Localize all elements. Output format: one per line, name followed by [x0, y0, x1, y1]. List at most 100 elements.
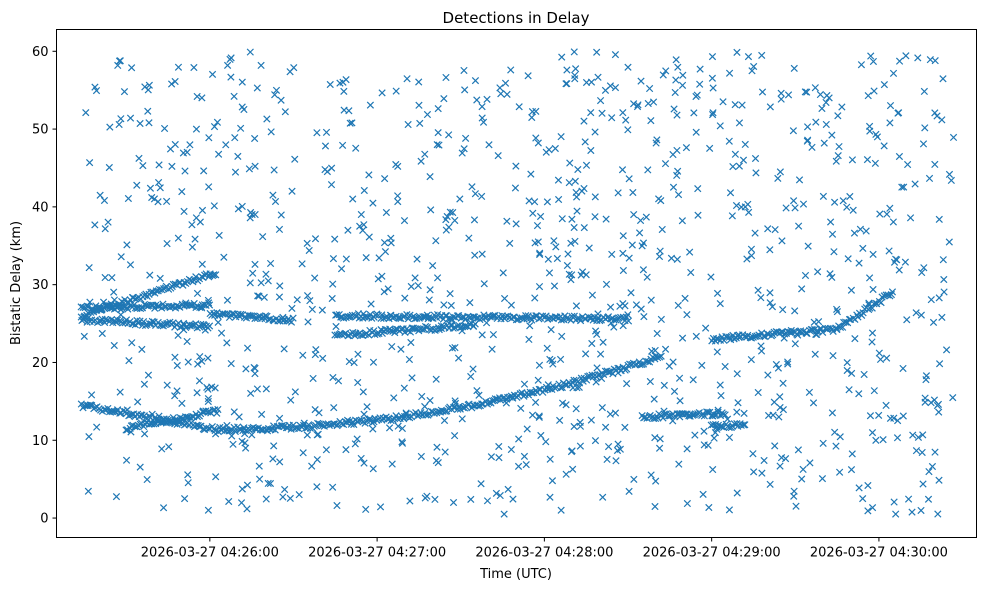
data-point	[691, 431, 699, 439]
data-point	[848, 450, 856, 458]
data-point	[251, 314, 259, 323]
data-point	[611, 84, 620, 92]
data-point	[708, 74, 717, 82]
data-point	[255, 475, 264, 483]
data-point	[173, 387, 181, 395]
data-point	[313, 455, 321, 464]
data-point	[116, 388, 124, 396]
data-point	[777, 95, 785, 103]
data-point	[210, 122, 219, 131]
data-point	[791, 204, 799, 212]
data-point	[895, 109, 903, 117]
data-point	[349, 195, 357, 203]
data-point	[829, 352, 837, 360]
data-point	[611, 409, 620, 417]
data-point	[344, 226, 352, 234]
data-point	[345, 107, 353, 115]
data-point	[470, 216, 479, 224]
data-point	[429, 261, 437, 270]
data-point	[204, 506, 213, 514]
data-point	[558, 399, 567, 407]
data-point	[622, 116, 630, 124]
data-point	[524, 72, 532, 80]
data-point	[500, 294, 509, 303]
data-point	[181, 167, 189, 175]
data-point	[675, 460, 683, 468]
data-point	[454, 354, 463, 362]
data-point	[138, 345, 146, 353]
data-point	[696, 65, 704, 73]
data-point	[204, 354, 212, 362]
data-point	[585, 244, 593, 252]
data-point	[458, 415, 466, 423]
data-point	[240, 105, 248, 114]
data-point	[661, 160, 670, 168]
data-point	[193, 389, 201, 397]
y-tick-label: 60	[32, 45, 49, 60]
data-point	[126, 261, 135, 269]
data-point	[492, 489, 501, 497]
data-point	[266, 259, 275, 268]
data-point	[671, 88, 679, 97]
data-point	[278, 421, 287, 430]
data-point	[238, 485, 246, 493]
data-point	[257, 410, 266, 419]
data-point	[625, 254, 633, 262]
data-point	[689, 376, 697, 384]
data-point	[721, 362, 729, 371]
data-point	[293, 296, 301, 304]
data-point	[79, 303, 87, 312]
data-point	[426, 172, 434, 181]
data-point	[931, 109, 939, 117]
data-point	[925, 174, 934, 183]
data-point	[766, 289, 774, 297]
data-point	[277, 211, 285, 219]
data-point	[813, 268, 822, 276]
data-point	[706, 144, 714, 152]
data-point	[922, 376, 930, 384]
data-point	[432, 237, 440, 245]
data-point	[917, 506, 925, 515]
data-point	[865, 274, 874, 282]
data-point	[681, 294, 689, 303]
data-point	[421, 402, 429, 411]
data-point	[306, 424, 314, 432]
data-point	[221, 310, 229, 318]
data-point	[290, 63, 298, 72]
data-point	[384, 285, 392, 293]
data-point	[801, 88, 809, 96]
data-point	[867, 52, 875, 60]
data-point	[264, 479, 272, 488]
data-point	[141, 83, 149, 91]
data-point	[400, 384, 408, 392]
data-point	[591, 437, 600, 445]
data-point	[571, 75, 579, 83]
data-point	[862, 227, 870, 235]
data-point	[319, 354, 327, 362]
data-point	[890, 498, 898, 506]
data-point	[483, 497, 492, 505]
data-point	[771, 225, 779, 234]
data-point	[442, 73, 450, 82]
data-point	[198, 260, 206, 268]
data-point	[625, 487, 633, 496]
data-point	[921, 124, 929, 132]
data-point	[658, 225, 666, 234]
data-point	[135, 154, 143, 163]
data-point	[776, 403, 784, 412]
data-point	[523, 425, 531, 433]
data-point	[255, 462, 263, 470]
data-point	[186, 141, 194, 149]
data-point	[250, 363, 258, 372]
data-point	[180, 495, 189, 503]
data-point	[222, 141, 230, 149]
data-point	[801, 271, 810, 280]
data-point	[471, 190, 480, 198]
data-point	[906, 214, 915, 222]
data-point	[661, 345, 670, 353]
data-point	[193, 289, 202, 298]
data-point	[415, 78, 423, 86]
data-point	[308, 305, 316, 314]
data-point	[548, 356, 556, 365]
data-point	[634, 101, 642, 109]
